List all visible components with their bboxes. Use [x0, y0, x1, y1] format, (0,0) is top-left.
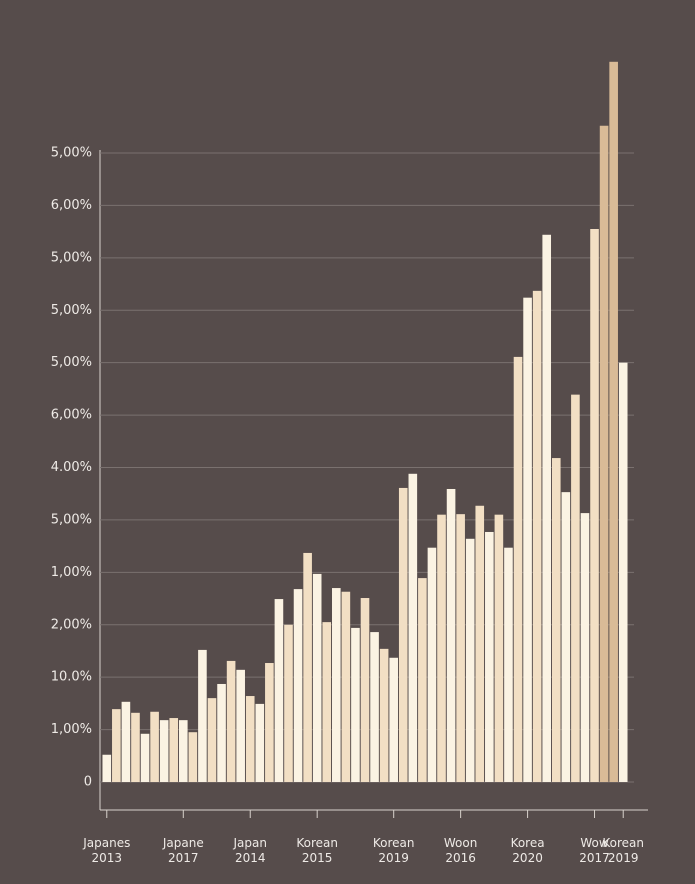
- bar: [379, 648, 389, 782]
- bar: [398, 487, 408, 782]
- bar: [427, 547, 437, 782]
- bar: [131, 712, 140, 782]
- x-tick-label: Korean 2019: [372, 836, 415, 865]
- bar: [551, 458, 561, 782]
- bar: [169, 718, 179, 782]
- x-tick-label: Wow 2017: [579, 836, 610, 865]
- bar: [513, 356, 523, 782]
- bar: [178, 720, 188, 782]
- y-tick-label: 5,00%: [51, 250, 92, 265]
- bar: [159, 720, 169, 782]
- bar: [245, 696, 255, 782]
- bar: [293, 589, 303, 782]
- bar: [351, 627, 360, 782]
- y-tick-label: 4.00%: [51, 460, 92, 475]
- x-tick-label: Japane 2017: [162, 836, 204, 865]
- bar: [198, 649, 207, 782]
- y-tick-label: 6,00%: [51, 198, 92, 213]
- bar: [494, 514, 504, 782]
- y-tick-label: 5,00%: [51, 512, 92, 527]
- y-tick-label: 5,00%: [51, 146, 92, 161]
- bar: [475, 505, 485, 782]
- bar: [303, 552, 312, 782]
- bar: [571, 394, 580, 782]
- bar: [456, 514, 465, 782]
- bar: [532, 290, 542, 782]
- bar: [609, 61, 618, 783]
- bar: [284, 624, 293, 782]
- bar: [312, 573, 322, 782]
- bar: [255, 703, 265, 782]
- bar: [360, 598, 370, 782]
- y-tick-label: 1,00%: [51, 565, 92, 580]
- x-tick-label: Japan 2014: [233, 836, 267, 865]
- bar: [322, 622, 332, 782]
- bar: [332, 588, 341, 782]
- y-tick-label: 5,00%: [51, 303, 92, 318]
- bar: [446, 488, 456, 782]
- bar: [121, 701, 131, 782]
- x-tick-label: Woon 2016: [443, 836, 478, 865]
- bar: [408, 473, 418, 782]
- bar: [465, 538, 475, 782]
- bar: [274, 599, 284, 782]
- bar: [150, 711, 159, 782]
- bar: [389, 657, 398, 782]
- bar: [236, 669, 245, 782]
- x-tick-label: Korean 2019: [602, 836, 645, 865]
- y-tick-label: 5,00%: [51, 355, 92, 370]
- x-tick-label: Korea 2020: [510, 836, 545, 865]
- bar: [504, 547, 513, 782]
- y-tick-label: 0: [84, 775, 92, 790]
- y-tick-label: 1,00%: [51, 722, 92, 737]
- bar: [102, 754, 112, 782]
- bar: [437, 514, 446, 782]
- y-tick-label: 2,00%: [51, 617, 92, 632]
- bar: [418, 578, 427, 782]
- bar: [580, 513, 590, 782]
- x-tick-label: Korean 2015: [296, 836, 338, 865]
- bar: [542, 234, 552, 782]
- bar: [523, 297, 532, 782]
- bar: [217, 683, 226, 782]
- bar: [188, 732, 198, 782]
- bar: [226, 660, 236, 782]
- bar: [590, 229, 599, 783]
- bar: [485, 531, 494, 782]
- y-tick-label: 10.0%: [51, 670, 92, 685]
- bar: [561, 492, 571, 782]
- y-tick-label: 6,00%: [51, 408, 92, 423]
- bar: [112, 709, 121, 782]
- bar: [265, 663, 274, 782]
- bar: [341, 591, 351, 782]
- x-tick-label: Japanes 2013: [83, 836, 131, 865]
- bar: [370, 632, 379, 782]
- bar: [599, 125, 609, 782]
- bar: [618, 362, 628, 782]
- bar: [140, 733, 150, 782]
- bar: [207, 698, 217, 782]
